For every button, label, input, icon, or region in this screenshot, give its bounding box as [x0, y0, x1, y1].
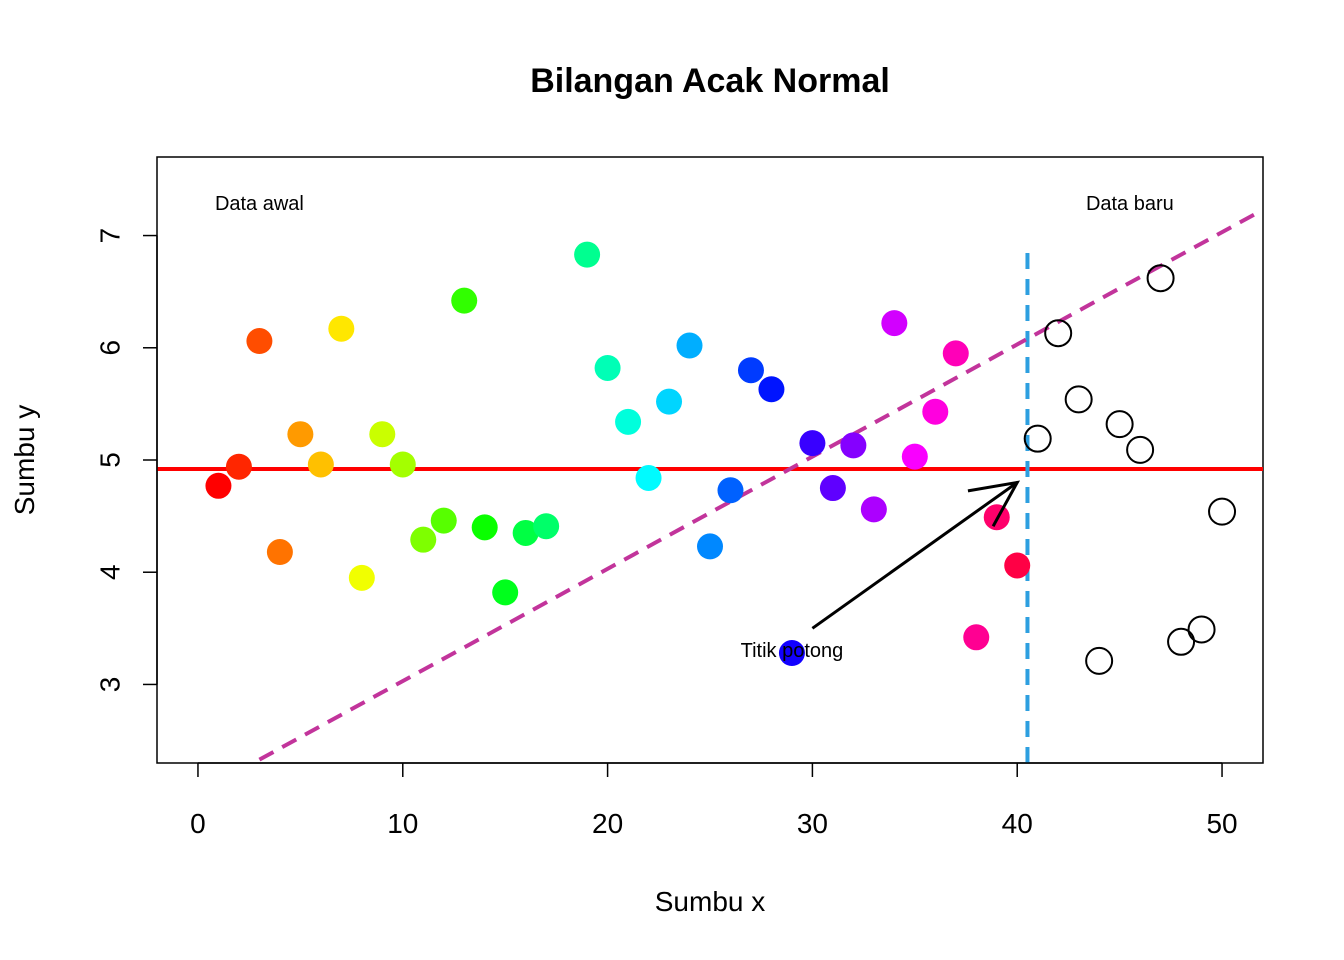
annotation-text: Data baru: [1086, 193, 1174, 215]
data-point-original: [635, 464, 662, 491]
data-point-new: [1167, 627, 1196, 656]
data-point-original: [410, 526, 437, 553]
data-point-new: [1126, 435, 1155, 464]
data-point-new: [1085, 646, 1114, 675]
data-point-original: [881, 310, 908, 337]
data-point-original: [697, 533, 723, 560]
data-point-original: [758, 376, 785, 403]
y-tick-label: 7: [95, 228, 126, 244]
data-point-original: [307, 451, 334, 478]
data-point-original: [389, 451, 416, 478]
data-point-original: [328, 315, 355, 342]
data-point-original: [676, 332, 703, 359]
data-point-original: [451, 287, 478, 314]
data-point-new: [1023, 424, 1052, 453]
data-point-original: [594, 354, 621, 381]
data-point-original: [922, 398, 949, 425]
data-point-original: [737, 357, 764, 384]
data-point-original: [615, 408, 642, 435]
chart-title: Bilangan Acak Normal: [530, 62, 890, 100]
data-point-original: [430, 507, 457, 534]
arrow-head: [967, 480, 1021, 527]
regression-line: [258, 212, 1256, 762]
x-tick-label: 10: [387, 808, 418, 839]
data-point-original: [225, 453, 252, 480]
data-point-original: [942, 340, 969, 367]
data-point-original: [1004, 552, 1031, 579]
data-point-original: [471, 514, 498, 541]
data-point-original: [799, 430, 826, 457]
data-point-original: [369, 421, 396, 448]
y-axis-label: Sumbu y: [9, 405, 40, 516]
x-tick-label: 40: [1002, 808, 1033, 839]
data-point-new: [1146, 264, 1175, 293]
annotation-text: Data awal: [215, 193, 304, 215]
data-point-original: [266, 539, 293, 566]
data-point-original: [574, 241, 601, 268]
data-point-original: [860, 496, 887, 523]
data-point-original: [205, 472, 232, 499]
data-point-new: [1105, 410, 1134, 439]
y-tick-label: 4: [95, 564, 126, 580]
y-tick-label: 6: [95, 340, 126, 356]
data-point-original: [778, 640, 805, 667]
data-point-original: [963, 624, 990, 651]
data-point-original: [840, 432, 867, 459]
data-point-new: [1064, 385, 1093, 414]
x-tick-label: 30: [797, 808, 828, 839]
data-point-original: [246, 328, 273, 355]
data-point-original: [901, 443, 928, 470]
data-point-new: [1187, 615, 1216, 644]
data-point-original: [717, 477, 744, 504]
data-point-original: [512, 519, 539, 546]
x-tick-label: 20: [592, 808, 623, 839]
x-tick-label: 0: [190, 808, 206, 839]
annotation-text: Titik potong: [741, 640, 844, 662]
data-point-original: [533, 513, 560, 540]
y-tick-label: 3: [95, 677, 126, 693]
data-point-original: [287, 421, 314, 448]
arrow-shaft: [811, 481, 1019, 630]
data-point-original: [348, 564, 375, 591]
data-point-original: [492, 579, 519, 606]
data-point-original: [819, 475, 846, 502]
x-tick-label: 50: [1206, 808, 1237, 839]
x-axis-label: Sumbu x: [655, 886, 766, 917]
data-point-new: [1044, 319, 1073, 348]
data-point-original: [656, 388, 683, 415]
data-point-new: [1208, 497, 1237, 526]
y-tick-label: 5: [95, 452, 126, 468]
